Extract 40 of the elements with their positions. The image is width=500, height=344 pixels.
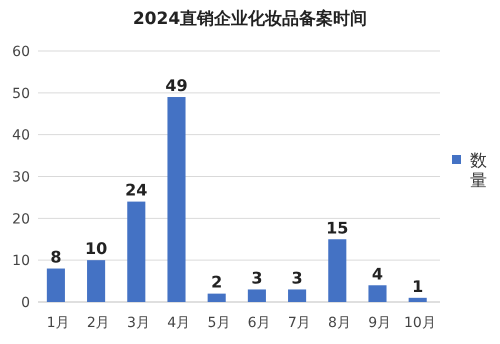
y-tick-label: 40 — [12, 128, 30, 144]
bar — [368, 285, 387, 302]
bar — [328, 239, 346, 302]
chart-title: 2024直销企业化妆品备案时间 — [132, 8, 368, 29]
x-tick-label: 5月 — [207, 315, 230, 331]
x-tick-label: 2月 — [86, 315, 110, 331]
data-label: 1 — [412, 276, 424, 296]
data-label: 49 — [165, 76, 188, 96]
x-tick-label: 6月 — [248, 315, 271, 331]
x-tick-label: 4月 — [167, 315, 190, 331]
x-tick-label: 7月 — [288, 315, 311, 331]
y-tick-label: 60 — [12, 44, 30, 60]
bar — [46, 268, 65, 302]
bar — [248, 289, 266, 302]
data-label: 3 — [292, 268, 303, 288]
y-tick-label: 30 — [12, 170, 30, 186]
data-label: 8 — [50, 248, 62, 267]
data-label: 3 — [251, 268, 262, 288]
bar — [408, 298, 427, 302]
legend: 数量 — [452, 151, 487, 191]
bar — [167, 97, 186, 302]
x-tick-label: 8月 — [328, 315, 351, 331]
bar — [288, 289, 306, 302]
y-tick-label: 20 — [12, 211, 30, 228]
data-label: 4 — [372, 264, 384, 284]
x-tick-label: 3月 — [127, 315, 150, 331]
y-tick-label: 10 — [12, 253, 30, 270]
legend-label: 数量 — [470, 151, 487, 191]
y-tick-label: 50 — [12, 86, 30, 102]
x-tick-label: 1月 — [46, 315, 70, 331]
data-label: 24 — [125, 180, 148, 200]
data-label: 2 — [211, 272, 222, 292]
data-label: 10 — [84, 239, 108, 258]
x-tick-label: 10月 — [404, 315, 436, 331]
x-tick-label: 9月 — [368, 315, 392, 331]
y-tick-label: 0 — [21, 295, 30, 311]
bar — [208, 294, 226, 302]
data-label: 15 — [326, 218, 348, 238]
bar — [127, 202, 146, 302]
bar — [87, 260, 106, 302]
